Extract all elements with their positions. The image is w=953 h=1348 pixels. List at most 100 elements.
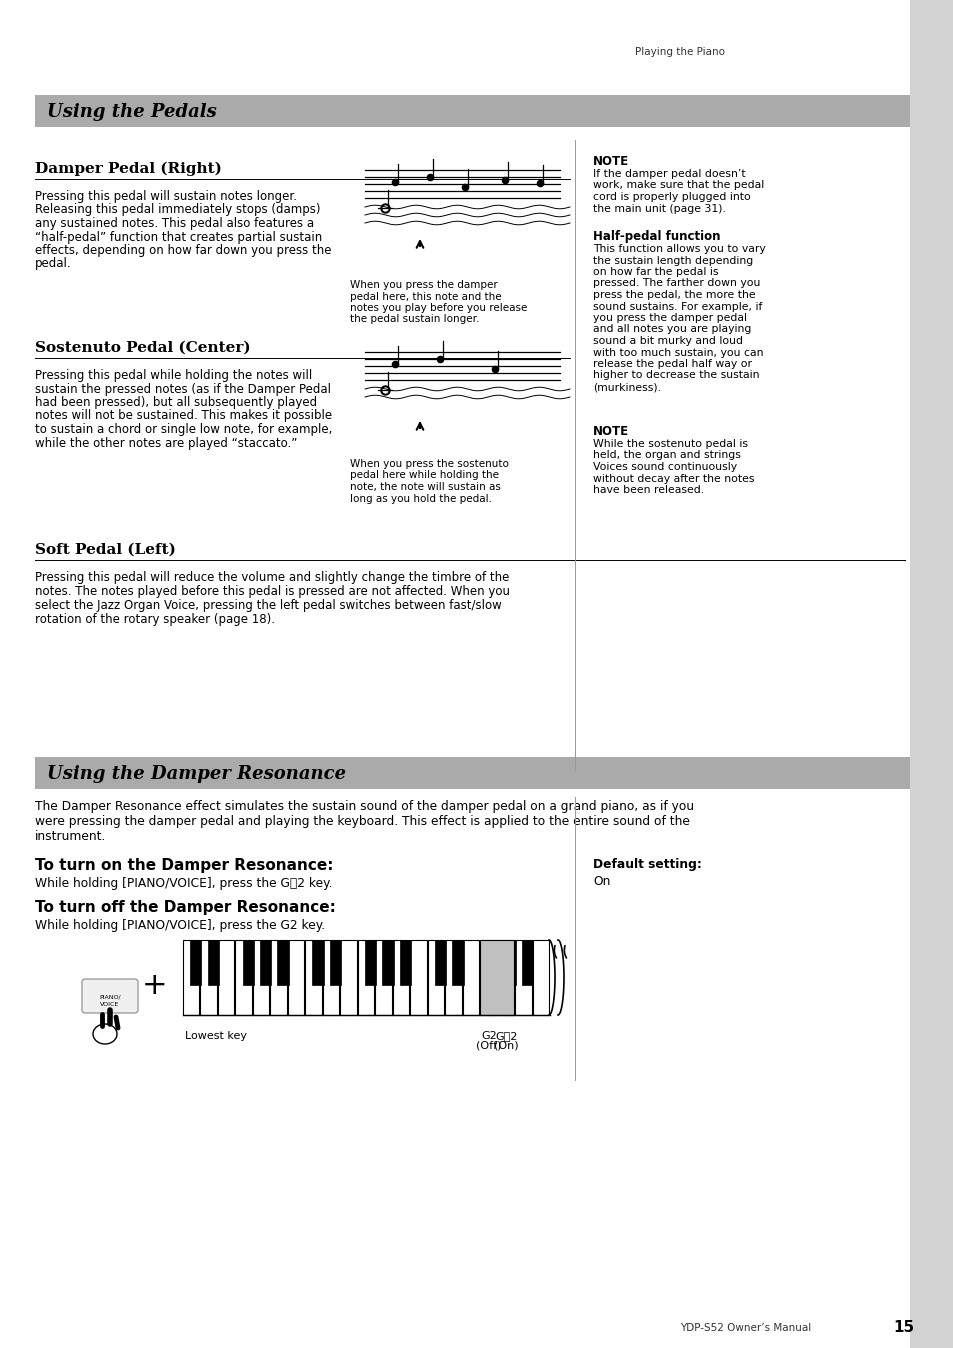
Bar bbox=[399, 940, 411, 985]
Text: (On): (On) bbox=[494, 1041, 518, 1051]
Text: release the pedal half way or: release the pedal half way or bbox=[593, 359, 751, 369]
Text: select the Jazz Organ Voice, pressing the left pedal switches between fast/slow: select the Jazz Organ Voice, pressing th… bbox=[35, 599, 501, 612]
Text: notes will not be sustained. This makes it possible: notes will not be sustained. This makes … bbox=[35, 410, 332, 422]
Text: instrument.: instrument. bbox=[35, 830, 107, 842]
Text: While holding [PIANO/VOICE], press the G⁦2 key.: While holding [PIANO/VOICE], press the G… bbox=[35, 878, 333, 890]
Text: Half-pedal function: Half-pedal function bbox=[593, 231, 720, 243]
Bar bbox=[515, 940, 531, 1015]
Text: and all notes you are playing: and all notes you are playing bbox=[593, 325, 751, 334]
Bar bbox=[410, 940, 426, 1015]
Text: YDP-S52 Owner’s Manual: YDP-S52 Owner’s Manual bbox=[679, 1322, 810, 1333]
FancyBboxPatch shape bbox=[82, 979, 138, 1012]
Text: notes you play before you release: notes you play before you release bbox=[350, 303, 527, 313]
Text: Using the Damper Resonance: Using the Damper Resonance bbox=[47, 766, 346, 783]
Bar bbox=[364, 940, 375, 985]
Text: NOTE: NOTE bbox=[593, 155, 628, 168]
Text: G2: G2 bbox=[480, 1031, 497, 1041]
Bar bbox=[190, 940, 201, 985]
Bar bbox=[200, 940, 216, 1015]
Text: To turn on the Damper Resonance:: To turn on the Damper Resonance: bbox=[35, 857, 334, 874]
Text: without decay after the notes: without decay after the notes bbox=[593, 473, 754, 484]
Bar bbox=[340, 940, 356, 1015]
Text: sound a bit murky and loud: sound a bit murky and loud bbox=[593, 336, 742, 346]
Text: On: On bbox=[593, 875, 610, 888]
Bar bbox=[35, 758, 909, 789]
Bar bbox=[183, 940, 199, 1015]
Text: pedal here while holding the: pedal here while holding the bbox=[350, 470, 498, 480]
Text: rotation of the rotary speaker (page 18).: rotation of the rotary speaker (page 18)… bbox=[35, 613, 274, 625]
Text: This function allows you to vary: This function allows you to vary bbox=[593, 244, 765, 253]
Text: on how far the pedal is: on how far the pedal is bbox=[593, 267, 718, 276]
Text: VOICE: VOICE bbox=[100, 1002, 119, 1007]
Text: cord is properly plugged into: cord is properly plugged into bbox=[593, 191, 750, 202]
Text: Sostenuto Pedal (Center): Sostenuto Pedal (Center) bbox=[35, 341, 251, 355]
Text: Playing the Piano: Playing the Piano bbox=[635, 47, 724, 57]
Bar bbox=[35, 94, 909, 127]
Text: (Off): (Off) bbox=[476, 1041, 501, 1051]
Bar bbox=[521, 940, 533, 985]
Text: pedal here, this note and the: pedal here, this note and the bbox=[350, 291, 501, 302]
Bar bbox=[435, 940, 446, 985]
Text: Using the Pedals: Using the Pedals bbox=[47, 102, 216, 121]
Bar bbox=[427, 940, 444, 1015]
Bar bbox=[393, 940, 409, 1015]
Text: held, the organ and strings: held, the organ and strings bbox=[593, 450, 740, 461]
Text: you press the damper pedal: you press the damper pedal bbox=[593, 313, 746, 324]
Text: sound sustains. For example, if: sound sustains. For example, if bbox=[593, 302, 761, 311]
Bar bbox=[479, 940, 497, 1015]
Text: G⁦2: G⁦2 bbox=[495, 1031, 517, 1041]
Text: pressed. The farther down you: pressed. The farther down you bbox=[593, 279, 760, 288]
Text: Voices sound continuously: Voices sound continuously bbox=[593, 462, 737, 472]
Text: while the other notes are played “staccato.”: while the other notes are played “stacca… bbox=[35, 437, 297, 449]
Bar bbox=[909, 0, 953, 1348]
Text: To turn off the Damper Resonance:: To turn off the Damper Resonance: bbox=[35, 900, 335, 915]
Bar bbox=[375, 940, 392, 1015]
Text: (murkiness).: (murkiness). bbox=[593, 381, 660, 392]
Bar bbox=[330, 940, 341, 985]
Bar bbox=[497, 940, 514, 1015]
Text: If the damper pedal doesn’t: If the damper pedal doesn’t bbox=[593, 168, 745, 179]
Text: Pressing this pedal while holding the notes will: Pressing this pedal while holding the no… bbox=[35, 369, 312, 381]
Text: Soft Pedal (Left): Soft Pedal (Left) bbox=[35, 543, 175, 557]
Text: press the pedal, the more the: press the pedal, the more the bbox=[593, 290, 755, 301]
Bar bbox=[208, 940, 218, 985]
Bar bbox=[253, 940, 269, 1015]
Bar bbox=[382, 940, 394, 985]
Text: to sustain a chord or single low note, for example,: to sustain a chord or single low note, f… bbox=[35, 423, 332, 435]
Bar bbox=[504, 940, 516, 985]
Text: long as you hold the pedal.: long as you hold the pedal. bbox=[350, 493, 492, 504]
Text: When you press the damper: When you press the damper bbox=[350, 280, 497, 290]
Bar bbox=[357, 940, 374, 1015]
Bar bbox=[312, 940, 323, 985]
Text: had been pressed), but all subsequently played: had been pressed), but all subsequently … bbox=[35, 396, 316, 408]
Bar bbox=[445, 940, 461, 1015]
Text: Default setting:: Default setting: bbox=[593, 857, 701, 871]
Bar bbox=[217, 940, 234, 1015]
Text: While holding [PIANO/VOICE], press the G2 key.: While holding [PIANO/VOICE], press the G… bbox=[35, 919, 325, 931]
Text: were pressing the damper pedal and playing the keyboard. This effect is applied : were pressing the damper pedal and playi… bbox=[35, 816, 689, 828]
Text: have been released.: have been released. bbox=[593, 485, 703, 495]
Text: the main unit (page 31).: the main unit (page 31). bbox=[593, 204, 725, 213]
Ellipse shape bbox=[92, 1024, 117, 1043]
Text: Pressing this pedal will reduce the volume and slightly change the timbre of the: Pressing this pedal will reduce the volu… bbox=[35, 572, 509, 584]
Bar bbox=[242, 940, 253, 985]
Bar bbox=[277, 940, 289, 985]
Bar bbox=[270, 940, 287, 1015]
Text: notes. The notes played before this pedal is pressed are not affected. When you: notes. The notes played before this peda… bbox=[35, 585, 510, 599]
Text: sustain the pressed notes (as if the Damper Pedal: sustain the pressed notes (as if the Dam… bbox=[35, 383, 331, 395]
Text: PIANO/: PIANO/ bbox=[99, 995, 121, 999]
Text: Releasing this pedal immediately stops (damps): Releasing this pedal immediately stops (… bbox=[35, 204, 320, 217]
Text: “half-pedal” function that creates partial sustain: “half-pedal” function that creates parti… bbox=[35, 231, 322, 244]
Bar bbox=[235, 940, 252, 1015]
Text: higher to decrease the sustain: higher to decrease the sustain bbox=[593, 371, 759, 380]
Text: The Damper Resonance effect simulates the sustain sound of the damper pedal on a: The Damper Resonance effect simulates th… bbox=[35, 799, 694, 813]
Text: While the sostenuto pedal is: While the sostenuto pedal is bbox=[593, 439, 747, 449]
Text: the pedal sustain longer.: the pedal sustain longer. bbox=[350, 314, 478, 325]
Text: with too much sustain, you can: with too much sustain, you can bbox=[593, 348, 762, 357]
Text: work, make sure that the pedal: work, make sure that the pedal bbox=[593, 181, 763, 190]
Text: Pressing this pedal will sustain notes longer.: Pressing this pedal will sustain notes l… bbox=[35, 190, 296, 204]
Text: effects, depending on how far down you press the: effects, depending on how far down you p… bbox=[35, 244, 331, 257]
Text: 15: 15 bbox=[892, 1321, 913, 1336]
Bar bbox=[462, 940, 478, 1015]
Bar bbox=[479, 940, 514, 1015]
